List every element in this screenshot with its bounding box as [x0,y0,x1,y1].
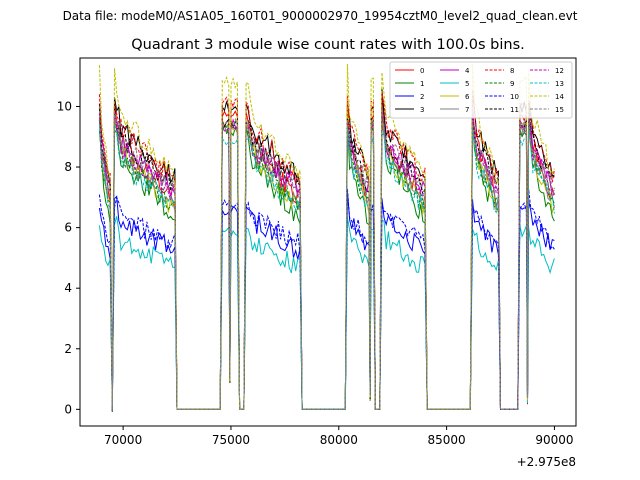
y-axis-ticks: 0 2 4 6 8 10 [57,99,80,416]
x-tick-label: 80000 [320,433,358,447]
legend-label-7: 7 [465,106,469,114]
legend-label-12: 12 [555,67,564,75]
y-tick-label: 10 [57,99,72,113]
plot-lines [98,63,555,412]
legend-label-4: 4 [465,67,470,75]
chart-title: Quadrant 3 module wise count rates with … [131,37,525,53]
y-tick-label: 0 [64,402,72,416]
legend-label-0: 0 [420,67,424,75]
legend-label-1: 1 [420,80,424,88]
axes-frame [79,57,577,427]
series-line-14 [98,63,555,410]
series-line-10 [98,188,555,410]
x-tick-label: 85000 [428,433,466,447]
series-line-2 [98,191,555,412]
legend-label-10: 10 [510,93,519,101]
figure-suptitle: Data file: modeM0/AS1A05_160T01_90000029… [63,9,578,23]
legend-label-8: 8 [510,67,514,75]
legend-label-5: 5 [465,80,469,88]
y-tick-label: 6 [64,221,72,235]
legend-label-2: 2 [420,93,424,101]
legend-box [389,61,573,119]
legend-label-6: 6 [465,93,470,101]
legend-label-11: 11 [510,106,519,114]
y-tick-label: 2 [64,342,72,356]
x-axis-ticks: 70000 75000 80000 85000 90000 [104,426,574,447]
legend-label-14: 14 [555,93,564,101]
x-tick-label: 90000 [535,433,573,447]
x-tick-label: 70000 [104,433,142,447]
legend-label-9: 9 [510,80,514,88]
y-tick-label: 8 [64,160,72,174]
legend-label-3: 3 [420,106,424,114]
x-tick-label: 75000 [212,433,250,447]
legend-label-13: 13 [555,80,564,88]
legend-label-15: 15 [555,106,564,114]
series-line-15 [98,106,555,411]
y-tick-label: 4 [64,281,72,295]
x-axis-offset-label: +2.975e8 [517,455,576,469]
